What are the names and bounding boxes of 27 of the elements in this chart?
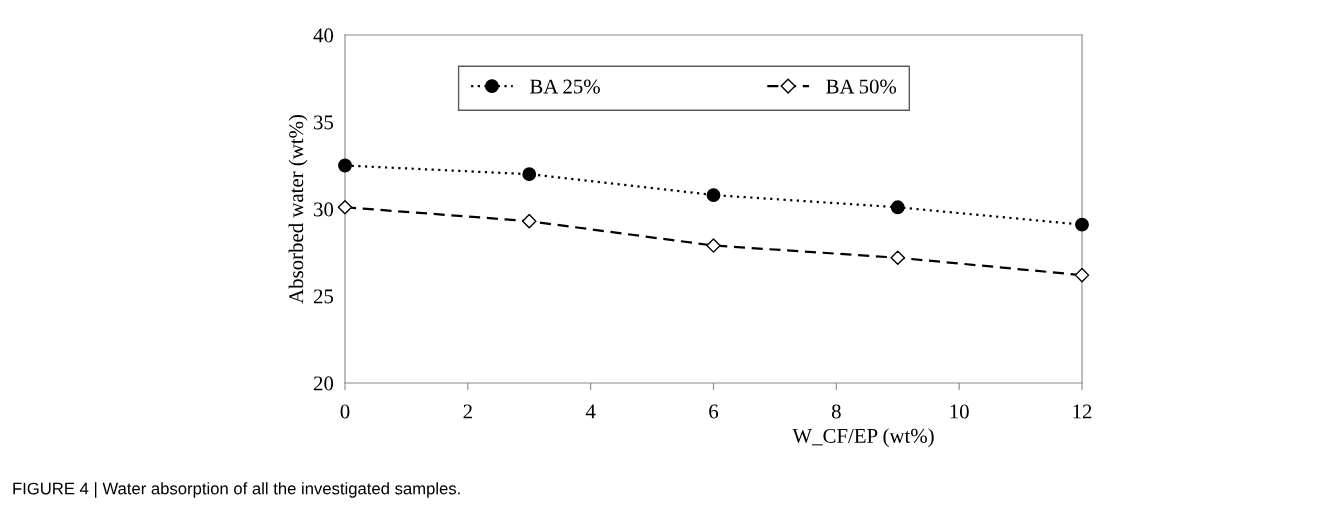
x-tick-label: 2 (463, 404, 472, 419)
point (1074, 267, 1090, 283)
point (1075, 217, 1089, 232)
y-tick-label: 35 (314, 115, 334, 130)
x-tick-label: 10 (950, 404, 969, 419)
y-tick-label: 40 (313, 28, 334, 43)
x-tick-label: 4 (585, 404, 596, 419)
legend-label: BA 50% (826, 79, 897, 94)
legend-label: BA 25% (530, 79, 600, 94)
point (337, 199, 353, 215)
x-tick-label: 8 (831, 404, 841, 419)
point (890, 250, 906, 266)
y-tick-label: 25 (313, 289, 334, 304)
x-tick-label: 6 (709, 404, 719, 419)
point (338, 158, 352, 173)
point (706, 188, 721, 202)
x-tick-label: 0 (340, 404, 350, 419)
y-tick-label: 30 (314, 202, 334, 217)
point (890, 200, 905, 215)
point (706, 238, 721, 253)
point (522, 167, 537, 182)
x-tick-label: 12 (1073, 404, 1092, 419)
point (521, 213, 537, 229)
y-axis-title: Absorbed water (wt%) (288, 115, 308, 304)
caption: FIGURE 4 | Water absorption of all the investigated samples. (13, 482, 460, 498)
x-axis-title: W_CF/EP (wt%) (792, 428, 934, 448)
y-tick-label: 20 (313, 376, 334, 391)
